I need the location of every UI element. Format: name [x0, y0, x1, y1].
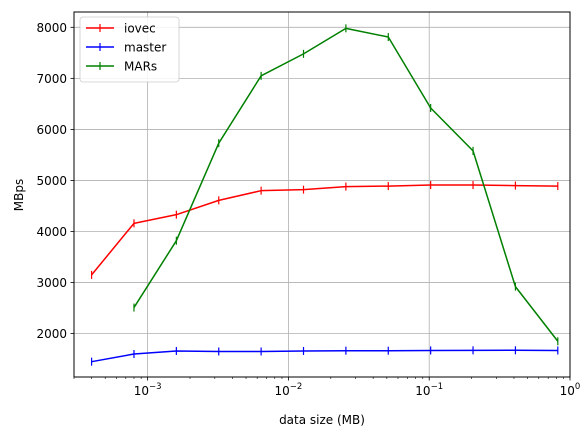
x-tick-label-exponent: −2: [290, 382, 303, 392]
x-tick-label-exponent: −3: [149, 382, 162, 392]
series-layer: [90, 24, 559, 366]
series-line-master: [91, 349, 558, 363]
y-tick-label: 4000: [36, 225, 67, 239]
x-tick-label-base: 10: [415, 384, 430, 398]
series-line-iovec: [91, 184, 558, 276]
x-tick-label: 10−2: [275, 382, 303, 398]
x-tick-label: 10−3: [134, 382, 162, 398]
x-tick-label-base: 10: [275, 384, 290, 398]
x-tick-label: 10−1: [415, 382, 443, 398]
x-tick-label-exponent: 0: [575, 382, 580, 392]
x-axis: 10−3 10−2 10−1 100: [73, 377, 581, 398]
y-axis-label: MBps: [12, 179, 26, 211]
x-tick-label-exponent: −1: [431, 382, 444, 392]
y-tick-label: 8000: [36, 21, 67, 35]
x-tick-label: 100: [560, 382, 581, 398]
y-tick-label: 5000: [36, 174, 67, 188]
legend-label-iovec: iovec: [124, 22, 156, 36]
legend-label-master: master: [124, 41, 166, 55]
plot-frame: [73, 11, 571, 378]
grid-lines: [74, 12, 571, 377]
y-tick-label: 6000: [36, 123, 67, 137]
legend: iovec master MARs: [79, 16, 180, 83]
y-tick-label: 2000: [36, 327, 67, 341]
legend-label-mars: MARs: [124, 60, 157, 74]
x-axis-label: data size (MB): [279, 413, 365, 427]
x-tick-label-base: 10: [134, 384, 149, 398]
y-tick-label: 3000: [36, 276, 67, 290]
x-tick-label-base: 10: [560, 384, 575, 398]
y-tick-label: 7000: [36, 72, 67, 86]
y-axis: 2000 3000 4000 5000 6000 7000 8000: [36, 21, 74, 341]
